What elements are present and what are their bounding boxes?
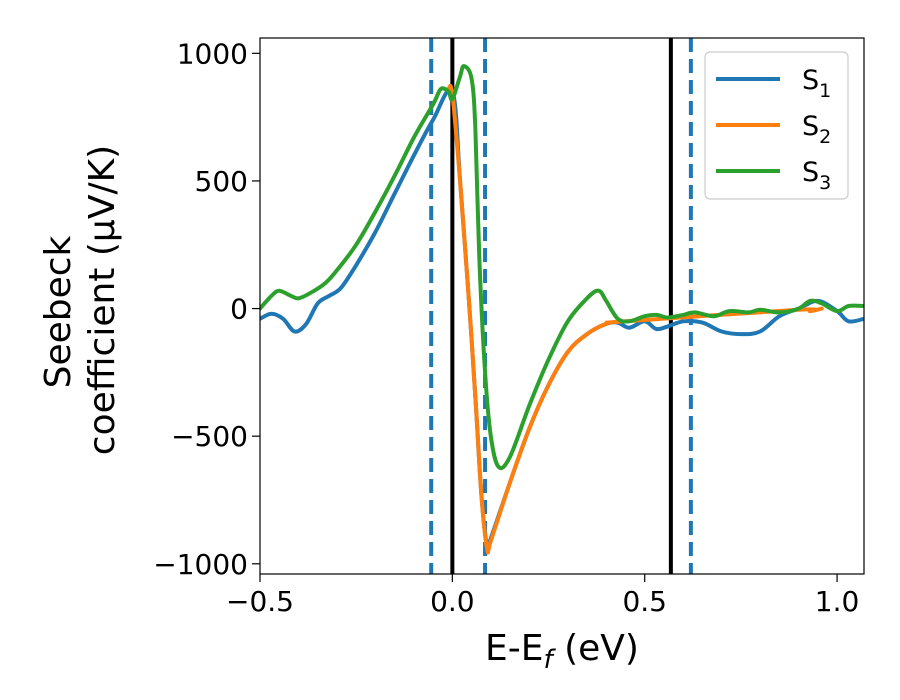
legend-label-main: S [802, 157, 819, 188]
y-tick-label: −1000 [153, 548, 248, 581]
x-tick-label: 0.5 [622, 585, 667, 618]
legend-label-sub: 3 [819, 172, 831, 194]
series-lines [260, 64, 864, 555]
x-tick-label: 0.0 [430, 585, 475, 618]
x-tick-label: 1.0 [815, 585, 860, 618]
legend-label-sub: 1 [819, 80, 831, 102]
x-axis-title-unit: (eV) [553, 628, 639, 669]
legend-label-s1: S1 [802, 65, 831, 102]
y-tick-label: 500 [195, 165, 248, 198]
legend-label-main: S [802, 65, 819, 96]
legend-label-sub: 2 [819, 126, 831, 148]
x-axis-title-main: E-E [485, 628, 543, 669]
series-line-s3 [260, 64, 864, 471]
x-tick-label: −0.5 [226, 585, 294, 618]
y-tick-label: 1000 [177, 37, 248, 70]
y-axis-title-line1: Seebeck [38, 235, 79, 388]
legend-label-main: S [802, 111, 819, 142]
vertical-lines [429, 38, 693, 574]
y-axis: −1000 −500 0 500 1000 [153, 37, 260, 581]
x-axis: −0.5 0.0 0.5 1.0 [226, 574, 859, 618]
plot-frame [259, 37, 865, 575]
legend-label-s2: S2 [802, 111, 831, 148]
y-tick-label: −500 [171, 420, 248, 453]
y-tick-label: 0 [230, 293, 248, 326]
x-axis-title: E-Ef (eV) [485, 628, 639, 675]
y-axis-title-line2: coefficient (μV/K) [82, 145, 123, 455]
legend-label-s3: S3 [802, 157, 831, 194]
